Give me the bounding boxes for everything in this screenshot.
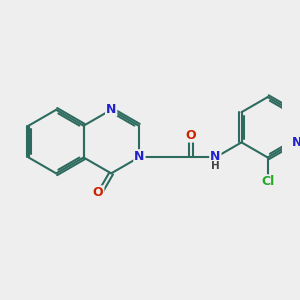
Text: O: O bbox=[93, 186, 104, 199]
Text: N: N bbox=[134, 150, 145, 163]
Text: O: O bbox=[186, 128, 196, 142]
Text: N: N bbox=[292, 136, 300, 149]
Text: H: H bbox=[211, 161, 220, 171]
Text: Cl: Cl bbox=[261, 175, 274, 188]
Text: N: N bbox=[106, 103, 116, 116]
Text: N: N bbox=[210, 150, 220, 163]
